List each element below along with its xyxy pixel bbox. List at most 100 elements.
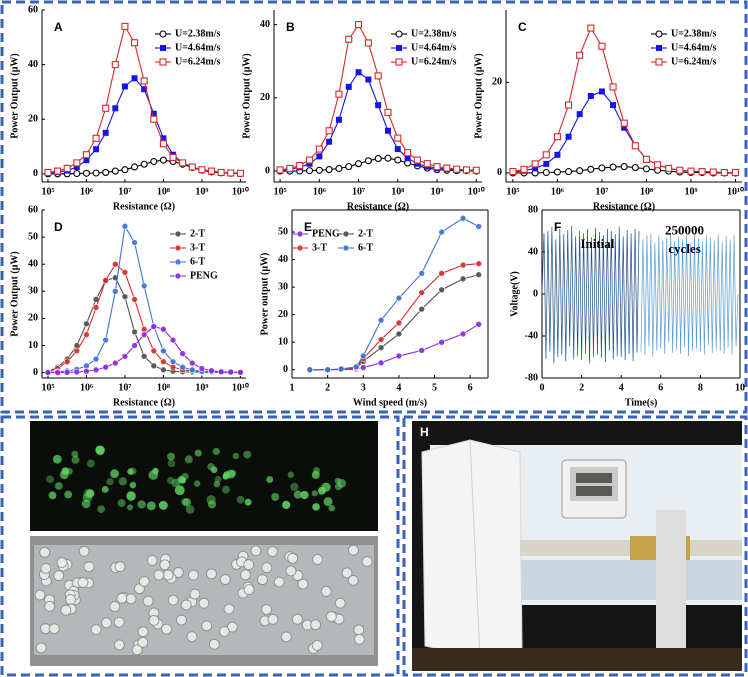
x-tick-label: 10⁵ xyxy=(274,186,287,197)
marker xyxy=(305,156,314,164)
led xyxy=(77,577,89,589)
x-tick-label: 10¹⁰ xyxy=(468,186,485,197)
annotation: Initial xyxy=(580,236,614,251)
y-tick-label: 40 xyxy=(260,19,270,30)
led-glow xyxy=(243,450,252,459)
led xyxy=(39,546,51,558)
led xyxy=(266,545,278,557)
y-tick-label: -80 xyxy=(525,372,538,383)
led-glow xyxy=(146,501,156,511)
marker xyxy=(63,358,71,366)
marker xyxy=(121,293,129,301)
marker xyxy=(472,166,480,174)
led xyxy=(40,562,52,574)
led xyxy=(142,595,154,607)
led xyxy=(261,603,273,615)
x-tick-label: 5 xyxy=(432,382,437,393)
led-glow xyxy=(97,505,106,514)
marker xyxy=(459,275,467,283)
chart: 0 10 20 30 40 50 1 2 3 4 5 6 Wind speed (m/s) Power o… xyxy=(259,209,489,408)
marker xyxy=(121,22,129,30)
marker xyxy=(315,145,323,153)
marker xyxy=(217,368,225,376)
marker xyxy=(698,168,706,176)
marker xyxy=(131,296,138,303)
legend-label: 6-T xyxy=(190,256,205,267)
marker xyxy=(140,331,148,338)
led-glow xyxy=(71,450,79,458)
marker xyxy=(365,76,372,83)
marker xyxy=(532,165,539,172)
marker xyxy=(159,58,167,66)
marker xyxy=(93,146,100,153)
y-tick-label: 0 xyxy=(33,367,38,378)
marker xyxy=(150,362,158,370)
led xyxy=(256,574,268,586)
y-tick-label: 30 xyxy=(278,281,288,292)
marker xyxy=(364,39,372,47)
y-tick-label: 60 xyxy=(28,4,38,15)
x-tick-label: 2 xyxy=(579,382,584,393)
marker xyxy=(394,146,401,153)
marker xyxy=(121,83,128,90)
led xyxy=(48,623,60,635)
led-glow xyxy=(167,452,175,461)
led-glow xyxy=(311,490,318,497)
led xyxy=(334,597,346,609)
marker xyxy=(44,168,52,176)
legend-label: U=2.38m/s xyxy=(671,28,717,39)
legend-label: 6-T xyxy=(358,242,373,253)
marker xyxy=(140,160,148,168)
led xyxy=(60,604,72,616)
marker xyxy=(462,166,471,174)
y-tick-label: 40 xyxy=(28,258,38,269)
marker xyxy=(475,260,483,268)
marker xyxy=(631,163,639,172)
marker xyxy=(140,77,148,85)
support-post xyxy=(656,510,686,670)
chart: 0 20 40 10⁵ 10⁶ 10⁷ 10⁸ 10⁹ 10¹⁰ Resistance (Ω) Po… xyxy=(241,10,485,212)
led-glow xyxy=(221,485,230,494)
marker xyxy=(587,93,594,99)
marker xyxy=(377,359,385,367)
series-line xyxy=(309,263,479,371)
marker xyxy=(305,167,314,175)
x-axis-label: Resistance (Ω) xyxy=(593,201,655,212)
legend-label: 2-T xyxy=(358,228,373,239)
marker xyxy=(92,366,100,374)
marker xyxy=(576,51,584,59)
marker xyxy=(520,165,528,173)
panel-label: H xyxy=(420,425,429,439)
marker xyxy=(475,223,483,230)
marker xyxy=(179,363,186,371)
marker xyxy=(92,134,100,142)
marker xyxy=(102,168,110,176)
led-glow xyxy=(185,505,195,514)
marker xyxy=(150,323,158,330)
marker xyxy=(433,163,441,171)
legend-label: U=6.24m/s xyxy=(671,56,717,67)
x-tick-label: 10⁶ xyxy=(551,186,564,197)
led-glow xyxy=(207,463,215,471)
x-tick-label: 10⁵ xyxy=(41,382,54,393)
y-tick-label: 50 xyxy=(278,226,288,237)
marker xyxy=(364,157,372,165)
marker xyxy=(188,163,196,171)
marker xyxy=(130,163,139,171)
series-line xyxy=(309,323,480,371)
led-glow xyxy=(52,454,62,464)
led xyxy=(189,588,201,600)
led-glow xyxy=(106,478,114,486)
series-line xyxy=(309,217,479,371)
marker xyxy=(159,156,167,164)
led-glow xyxy=(158,500,168,510)
led-glow xyxy=(222,473,229,480)
led xyxy=(137,636,149,648)
marker xyxy=(174,230,182,238)
led xyxy=(198,597,210,609)
led xyxy=(347,544,359,556)
marker xyxy=(654,161,662,169)
led xyxy=(201,620,213,632)
led-glow xyxy=(137,500,146,509)
marker xyxy=(609,163,617,171)
